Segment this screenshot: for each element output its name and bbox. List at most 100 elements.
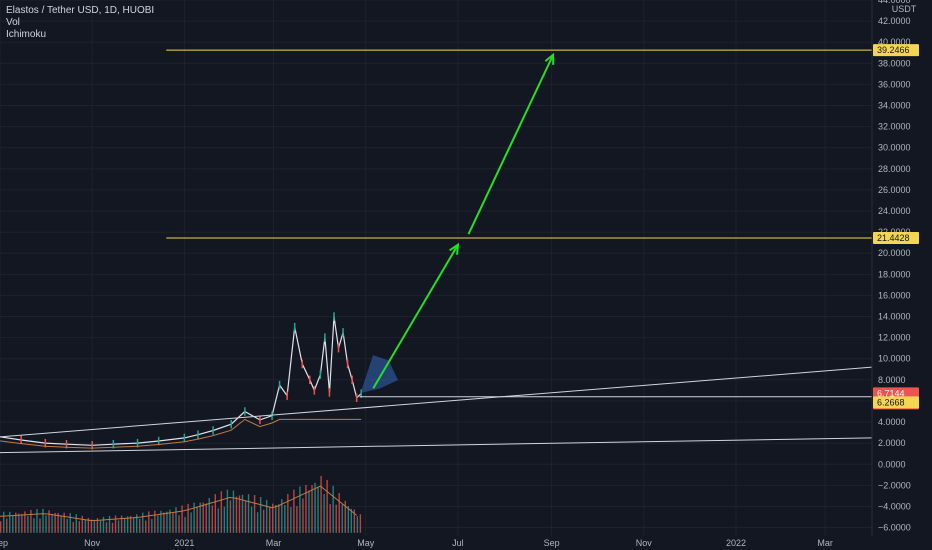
volume-bar [15, 512, 17, 533]
volume-bar [287, 493, 289, 533]
volume-bars [0, 475, 362, 533]
volume-bar [142, 512, 144, 533]
volume-bar [314, 482, 316, 533]
volume-bar [12, 515, 14, 533]
ichimoku-indicator-label[interactable]: Ichimoku [6, 29, 47, 40]
volume-bar [275, 504, 277, 533]
volume-bar [232, 490, 235, 533]
volume-bar [93, 519, 96, 533]
volume-bar [145, 520, 147, 533]
ichimoku-kijun [0, 418, 362, 449]
volume-bar [332, 485, 334, 533]
volume-bar [111, 522, 114, 533]
y-tick-label: 30.0000 [878, 143, 911, 153]
volume-indicator-label[interactable]: Vol [6, 17, 20, 28]
volume-bar [199, 502, 201, 533]
volume-bar [323, 494, 325, 533]
projection-arrows[interactable] [372, 52, 555, 389]
volume-bar [6, 518, 8, 533]
x-tick-label: Mar [266, 538, 282, 548]
volume-bar [3, 511, 5, 533]
volume-bar [226, 489, 229, 533]
volume-bar [235, 496, 238, 533]
volume-bar [220, 491, 223, 533]
y-tick-label: 32.0000 [878, 122, 911, 132]
symbol-title[interactable]: Elastos / Tether USD, 1D, HUOBI [6, 5, 155, 16]
volume-bar [172, 513, 174, 533]
trend-lines[interactable] [0, 366, 873, 454]
volume-bar [214, 494, 216, 533]
volume-bar [175, 507, 177, 533]
volume-bar [238, 495, 241, 533]
volume-bar [90, 519, 93, 533]
volume-bar [45, 515, 47, 533]
x-tick-label: Nov [636, 538, 653, 548]
volume-bar [244, 500, 247, 533]
volume-bar [269, 507, 271, 533]
volume-bar [347, 506, 349, 533]
y-tick-label: 34.0000 [878, 101, 911, 111]
volume-bar [139, 518, 141, 533]
volume-bar [105, 522, 108, 533]
volume-bar [302, 498, 304, 533]
volume-bar [169, 509, 171, 533]
volume-bar [253, 495, 256, 533]
volume-bar [281, 499, 283, 533]
volume-bar [344, 500, 346, 533]
volume-bar [9, 511, 11, 533]
volume-bar [338, 493, 340, 533]
volume-bar [259, 496, 262, 533]
volume-bar [247, 494, 250, 533]
volume-bar [42, 508, 44, 533]
volume-bar [114, 515, 117, 533]
volume-bar [157, 515, 159, 533]
volume-bar [208, 497, 210, 533]
volume-bar [120, 515, 123, 533]
level-tag-mid-text: 21.4428 [877, 233, 910, 243]
volume-bar [148, 511, 150, 533]
volume-bar [60, 515, 62, 533]
price-series [0, 312, 398, 450]
volume-bar [117, 520, 120, 533]
x-tick-label: Nov [84, 538, 101, 548]
y-tick-label: 26.0000 [878, 185, 911, 195]
volume-bar [78, 521, 80, 533]
x-tick-label: Mar [817, 538, 833, 548]
y-tick-label: 14.0000 [878, 312, 911, 322]
volume-bar [151, 518, 153, 533]
volume-bar [21, 514, 23, 533]
y-tick-label: 10.0000 [878, 354, 911, 364]
volume-bar [178, 515, 180, 533]
volume-bar [190, 512, 192, 533]
volume-bar [84, 520, 87, 533]
grid [0, 0, 872, 536]
volume-bar [193, 502, 195, 533]
y-tick-label: 20.0000 [878, 248, 911, 258]
level-tag-mid-box [873, 232, 919, 245]
volume-bar [160, 510, 162, 533]
y-tick-label: 36.0000 [878, 79, 911, 89]
volume-bar [30, 509, 32, 533]
y-tick-label: 12.0000 [878, 333, 911, 343]
volume-bar [57, 512, 59, 533]
target-levels[interactable] [166, 49, 872, 239]
volume-bar [63, 512, 65, 533]
volume-bar [353, 509, 356, 533]
volume-bar [272, 503, 274, 533]
volume-bar [326, 479, 328, 533]
arrow-shaft [372, 244, 459, 389]
time-axis[interactable]: Sep Nov 2021 Mar May Jul Sep Nov 2022 Mar [0, 538, 833, 548]
y-tick-label: 24.0000 [878, 206, 911, 216]
volume-bar [69, 513, 71, 533]
volume-bar [154, 510, 156, 533]
y-tick-label: 42.0000 [878, 16, 911, 26]
volume-bar [217, 508, 220, 533]
volume-bar [229, 500, 232, 533]
volume-bar [305, 484, 307, 533]
volume-bar [96, 518, 99, 533]
volume-bar [81, 515, 84, 533]
volume-bar [126, 516, 129, 533]
volume-bar [284, 505, 286, 533]
